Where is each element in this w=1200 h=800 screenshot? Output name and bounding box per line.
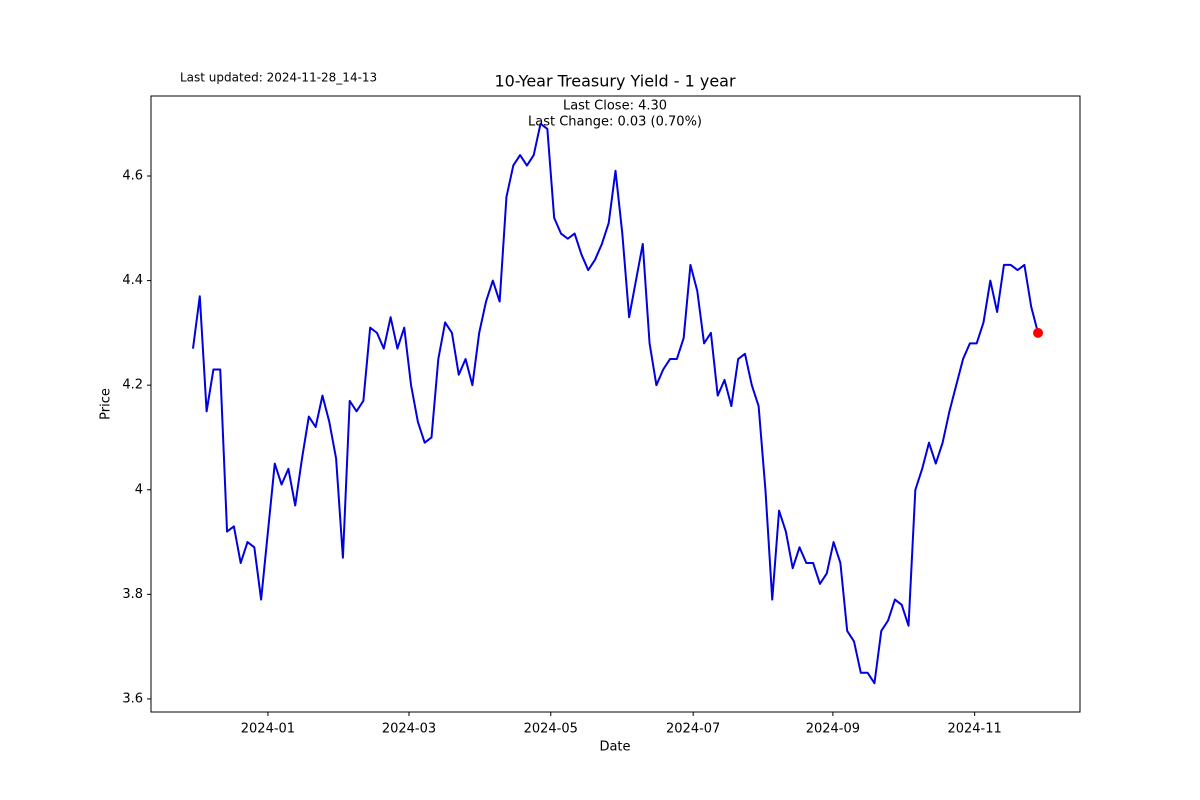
y-axis-label: Price bbox=[99, 388, 114, 420]
x-tick-label: 2024-11 bbox=[947, 722, 1001, 737]
x-tick-label: 2024-09 bbox=[806, 722, 860, 737]
y-tick-label: 3.6 bbox=[122, 691, 143, 706]
x-tick-label: 2024-03 bbox=[382, 722, 436, 737]
y-tick-label: 3.8 bbox=[122, 587, 143, 602]
chart-title: 10-Year Treasury Yield - 1 year bbox=[494, 72, 736, 91]
x-tick-label: 2024-01 bbox=[241, 722, 295, 737]
last-close: Last Close: 4.30 bbox=[563, 99, 667, 114]
plot-frame bbox=[150, 95, 1081, 713]
last-change: Last Change: 0.03 (0.70%) bbox=[528, 115, 702, 130]
y-tick-label: 4 bbox=[135, 482, 143, 497]
x-axis-label: Date bbox=[599, 740, 630, 755]
line bbox=[191, 122, 1039, 685]
x-tick-label: 2024-05 bbox=[524, 722, 578, 737]
last-point bbox=[1033, 327, 1044, 338]
y-tick-label: 4.2 bbox=[122, 378, 143, 393]
y-tick-label: 4.4 bbox=[122, 273, 143, 288]
y-tick-label: 4.6 bbox=[122, 169, 143, 184]
last-updated: Last updated: 2024-11-28_14-13 bbox=[180, 71, 377, 85]
x-tick-label: 2024-07 bbox=[666, 722, 720, 737]
